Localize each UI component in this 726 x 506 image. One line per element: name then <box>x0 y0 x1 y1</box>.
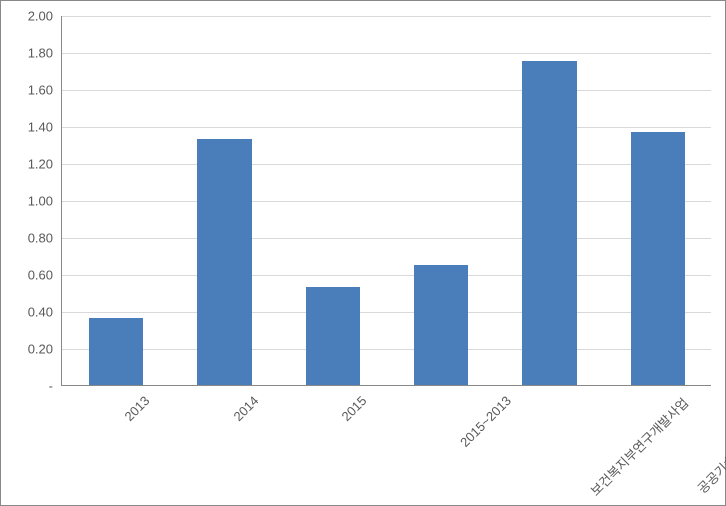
chart-container: - 0.20 0.40 0.60 0.80 1.00 1.20 1.40 1.60 1.80 2.0… <box>0 0 726 506</box>
gridline <box>62 90 711 91</box>
xtick-label: 2015 <box>338 393 369 424</box>
xtick-label: 2013~2015 <box>457 393 514 450</box>
bar <box>414 265 468 385</box>
ytick-label: - <box>3 379 53 394</box>
ytick-label: 1.20 <box>3 157 53 172</box>
gridline <box>62 127 711 128</box>
gridline <box>62 275 711 276</box>
bar <box>522 61 576 385</box>
bar <box>631 132 685 385</box>
xtick-label: 보건복지부연구개발사업 <box>585 393 691 499</box>
ytick-label: 1.60 <box>3 83 53 98</box>
bar <box>306 287 360 385</box>
ytick-label: 0.20 <box>3 342 53 357</box>
plot-area <box>61 16 711 386</box>
xtick-label: 2014 <box>230 393 261 424</box>
ytick-label: 0.60 <box>3 268 53 283</box>
gridline <box>62 164 711 165</box>
xtick-label: 2013 <box>122 393 153 424</box>
ytick-label: 2.00 <box>3 9 53 24</box>
gridline <box>62 349 711 350</box>
ytick-label: 1.00 <box>3 194 53 209</box>
gridline <box>62 238 711 239</box>
ytick-label: 1.40 <box>3 120 53 135</box>
gridline <box>62 53 711 54</box>
gridline <box>62 201 711 202</box>
bar <box>197 139 251 385</box>
ytick-label: 0.40 <box>3 305 53 320</box>
gridline <box>62 312 711 313</box>
bar <box>89 318 143 385</box>
xtick-label: 공공기술개발(사업유형) <box>692 393 726 497</box>
ytick-label: 0.80 <box>3 231 53 246</box>
ytick-label: 1.80 <box>3 46 53 61</box>
gridline <box>62 16 711 17</box>
